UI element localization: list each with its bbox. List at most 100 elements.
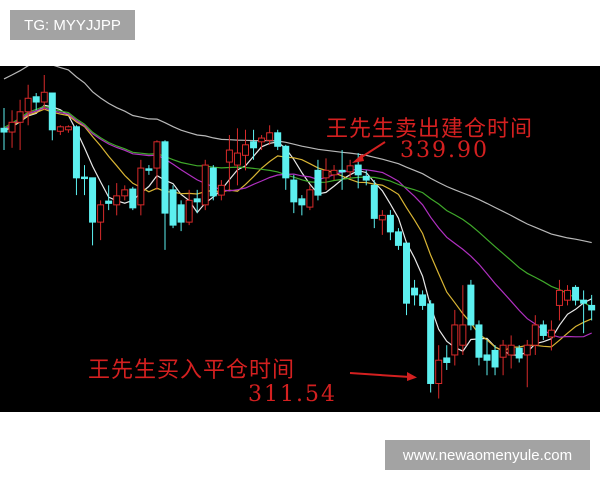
candle: [89, 177, 97, 246]
candle: [322, 158, 330, 190]
candle-body: [354, 164, 362, 176]
candle: [153, 140, 161, 190]
candle-body: [370, 184, 378, 219]
candle-body: [483, 354, 491, 361]
candle: [459, 285, 467, 355]
candle-body: [322, 169, 330, 179]
candle-body: [242, 144, 249, 156]
candle: [64, 125, 72, 133]
candle-body: [32, 96, 40, 103]
moving-average-line: [3, 108, 592, 352]
candle-body: [459, 324, 467, 346]
candle-body: [225, 149, 233, 163]
candle: [290, 174, 298, 214]
candle: [193, 189, 201, 214]
candle-body: [56, 126, 64, 132]
candle-body: [64, 126, 72, 131]
candle: [491, 345, 499, 376]
candle: [370, 180, 378, 229]
candle-body: [475, 324, 483, 358]
moving-average-line: [3, 107, 592, 338]
candle-body: [403, 242, 410, 304]
candle: [233, 128, 241, 186]
candle: [338, 150, 346, 190]
candle-body: [523, 344, 531, 356]
candle: [137, 159, 145, 216]
candle: [161, 140, 169, 250]
candle-body: [129, 188, 137, 209]
candle-body: [258, 137, 266, 143]
candle-body: [580, 299, 588, 304]
candle: [217, 180, 225, 201]
candle-body: [394, 231, 402, 246]
candle: [507, 335, 515, 369]
candle-body: [121, 189, 129, 197]
candle: [24, 84, 32, 126]
candlestick-chart: [0, 66, 600, 412]
candle-body: [193, 198, 201, 203]
candle: [386, 210, 394, 241]
candle: [435, 345, 443, 399]
candle-body: [185, 199, 193, 223]
sell-annotation-label: 王先生卖出建仓时间: [326, 117, 534, 142]
candle-body: [48, 92, 56, 131]
candle: [531, 315, 539, 355]
candle: [40, 75, 48, 111]
candle: [121, 185, 129, 201]
candle: [378, 210, 386, 235]
candle: [419, 290, 427, 310]
candle-body: [105, 200, 113, 204]
buy-arrow: [349, 372, 417, 381]
candle-body: [346, 165, 354, 173]
candle: [330, 165, 338, 181]
candle: [499, 339, 507, 376]
candle-body: [378, 214, 386, 221]
candle-body: [274, 132, 282, 147]
candle: [274, 129, 282, 151]
candle-body: [588, 304, 596, 311]
candle-body: [338, 169, 346, 173]
moving-average-line: [3, 105, 593, 308]
candle: [580, 290, 588, 334]
buy-price-label: 311.54: [248, 382, 337, 407]
candle-body: [145, 168, 153, 171]
candle: [16, 99, 24, 151]
candle-body: [491, 349, 499, 368]
candle-body: [153, 141, 161, 169]
candle: [105, 185, 113, 211]
candle-body: [386, 214, 394, 233]
candle: [81, 165, 88, 196]
candle: [588, 294, 596, 321]
candle: [451, 309, 459, 366]
candle-body: [427, 303, 435, 384]
sell-price-label: 339.90: [400, 138, 489, 163]
candle: [177, 200, 185, 232]
candle: [56, 125, 64, 136]
candle-body: [555, 289, 563, 306]
candle: [185, 189, 193, 226]
candles: [0, 75, 596, 399]
candle: [539, 320, 547, 340]
candle-body: [266, 132, 274, 141]
candle-body: [81, 176, 88, 180]
candle-body: [201, 164, 209, 206]
candle-body: [419, 294, 427, 306]
candle-body: [113, 195, 121, 206]
candle-body: [531, 324, 539, 346]
candle-body: [314, 169, 322, 196]
moving-average-line: [3, 66, 592, 244]
candle-body: [411, 287, 419, 296]
candle-body: [97, 204, 105, 223]
candle: [346, 159, 354, 178]
candle-body: [564, 289, 571, 301]
candle-body: [539, 324, 547, 336]
candle: [427, 300, 435, 393]
candle: [145, 165, 153, 175]
candle: [475, 320, 483, 366]
candle: [32, 93, 40, 111]
candle-body: [298, 198, 306, 206]
candle: [314, 159, 322, 201]
buy-annotation-label: 王先生买入平仓时间: [88, 358, 296, 383]
candle: [298, 195, 306, 216]
candle-body: [217, 184, 225, 196]
